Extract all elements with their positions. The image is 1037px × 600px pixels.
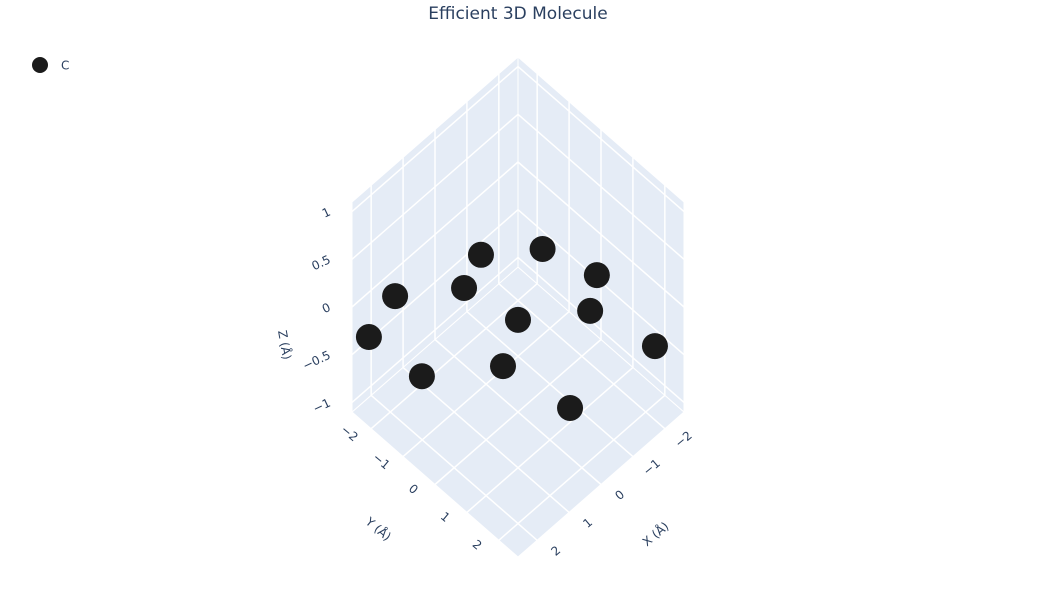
y-tick-label: −1: [370, 450, 393, 472]
atom-marker: [577, 297, 604, 324]
x-tick-label: 0: [612, 487, 627, 503]
legend-label: C: [61, 59, 69, 73]
grid-line: [498, 394, 666, 541]
y-tick-label: 2: [470, 537, 485, 553]
grid-line: [517, 256, 685, 404]
atom-marker: [489, 353, 516, 380]
y-tick-label: 0: [406, 481, 421, 497]
atom-marker: [355, 324, 382, 351]
atom-marker: [382, 283, 409, 310]
x-tick-label: 2: [548, 543, 563, 559]
atom-marker: [408, 363, 435, 390]
grid-line: [351, 161, 519, 308]
x-tick-label: 1: [580, 515, 595, 531]
y-tick-label: −2: [338, 422, 361, 444]
grid-line: [517, 161, 685, 308]
z-tick-label: 0: [320, 300, 333, 316]
z-tick-label: −0.5: [300, 348, 332, 373]
grid-line: [517, 113, 685, 260]
grid-line: [402, 311, 570, 458]
atom-marker: [557, 394, 584, 421]
z-tick-label: 0.5: [310, 252, 333, 273]
x-axis-title: X (Å): [639, 518, 671, 549]
grid-line: [466, 366, 634, 513]
atom-marker: [451, 274, 478, 301]
chart-title: Efficient 3D Molecule: [428, 4, 607, 24]
atom-marker: [505, 306, 531, 333]
grid-line: [434, 338, 602, 486]
x-tick-label: −2: [672, 428, 695, 450]
z-tick-label: 1: [320, 205, 333, 221]
atom-marker: [529, 235, 556, 262]
grid-line: [351, 65, 519, 213]
z-tick-label: −1: [311, 396, 333, 416]
atom-marker: [583, 262, 610, 289]
atom-marker: [467, 241, 494, 268]
legend-marker: [32, 57, 48, 73]
y-axis-title: Y (Å): [362, 513, 394, 544]
grid-line: [370, 283, 538, 430]
x-tick-label: −1: [640, 456, 663, 478]
grid-line: [517, 65, 685, 213]
y-tick-label: 1: [438, 509, 453, 525]
grid-line: [351, 256, 519, 404]
atom-marker: [641, 333, 668, 360]
z-axis-title: Z (Å): [275, 329, 295, 361]
grid-line: [351, 113, 519, 260]
